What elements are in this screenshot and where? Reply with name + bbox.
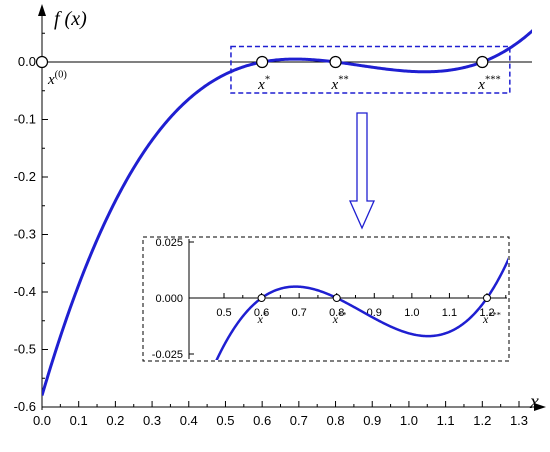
inset-root-markers: x* x** x*** [257,294,501,326]
x-tick-label: 0.6 [253,413,271,428]
root-label: x* [257,74,270,93]
y-tick-label: 0.0 [18,54,36,69]
inset-frame [142,236,510,362]
x-tick-label: 1.1 [437,413,455,428]
inset-y-tick-label: 0.025 [155,237,183,249]
x-ticks: 0.0 0.1 0.2 0.3 0.4 0.5 0.6 0.7 0.8 0.9 1.0 1.1 1.2 1… [33,401,528,428]
zoom-highlight-box [230,45,511,94]
root-marker [329,55,342,69]
inset-curve [215,257,508,360]
root-markers: x(0) x* x** x*** [35,55,501,93]
y-axis-label: f (x) [54,8,87,30]
inset-x-tick-label: 0.5 [216,307,231,319]
x-tick-label: 1.2 [473,413,491,428]
inset-x-tick-label: 0.6 [254,307,269,319]
y-tick-label: -0.4 [14,284,36,299]
zoom-arrow-icon [348,112,376,230]
x-tick-label: 0.0 [33,413,51,428]
inset-x-tick-label: 0.7 [291,307,306,319]
y-axis-arrow [38,4,46,16]
root-label: x*** [477,74,500,93]
curve-f-of-x [42,29,532,396]
y-tick-label: -0.3 [14,227,36,242]
x-tick-label: 0.2 [106,413,124,428]
y-tick-label: -0.5 [14,342,36,357]
x-axis-arrow [534,403,546,411]
x-axis-label: x [529,391,539,413]
x-tick-label: 0.8 [326,413,344,428]
inset-y-ticks: 0.025 0.000 -0.025 [152,237,194,361]
inset-x-ticks: 0.5 0.6 0.7 0.8 0.9 1.0 1.1 1.2 [216,293,507,319]
inset-x-tick-label: 0.8 [329,307,344,319]
inset-root-marker [257,294,266,302]
inset-y-tick-label: -0.025 [152,349,183,361]
y-tick-label: -0.6 [14,399,36,414]
inset-x-tick-label: 1.1 [442,307,457,319]
inset-x-tick-label: 1.2 [479,307,494,319]
root-marker [476,55,489,69]
inset-root-marker [332,294,341,302]
root-marker [35,55,49,69]
x-tick-label: 0.9 [363,413,381,428]
inset-root-label: x* [257,311,268,326]
x-tick-label: 0.7 [290,413,308,428]
root-marker [256,55,269,69]
x-tick-label: 1.0 [400,413,418,428]
inset-x-tick-label: 1.0 [404,307,419,319]
y-tick-label: -0.2 [14,169,36,184]
inset-zoom-panel: 0.5 0.6 0.7 0.8 0.9 1.0 1.1 1.2 0.0250.000-0.02… [142,236,510,362]
x-tick-label: 0.5 [216,413,234,428]
x-tick-label: 0.3 [143,413,161,428]
inset-root-label: x*** [482,311,501,326]
root-label: x** [331,74,349,93]
x-tick-label: 1.3 [510,413,528,428]
inset-root-marker [483,294,491,302]
main-axes [38,4,546,411]
x-tick-label: 0.4 [180,413,198,428]
root-label: x(0) [47,69,67,88]
y-tick-label: -0.1 [14,112,36,127]
x-tick-label: 0.1 [70,413,88,428]
y-ticks: 0.0 -0.1 -0.2 -0.3 -0.4 -0.5 -0.6 [14,32,48,414]
inset-root-label: x** [332,311,347,326]
inset-y-tick-label: 0.000 [155,293,183,305]
